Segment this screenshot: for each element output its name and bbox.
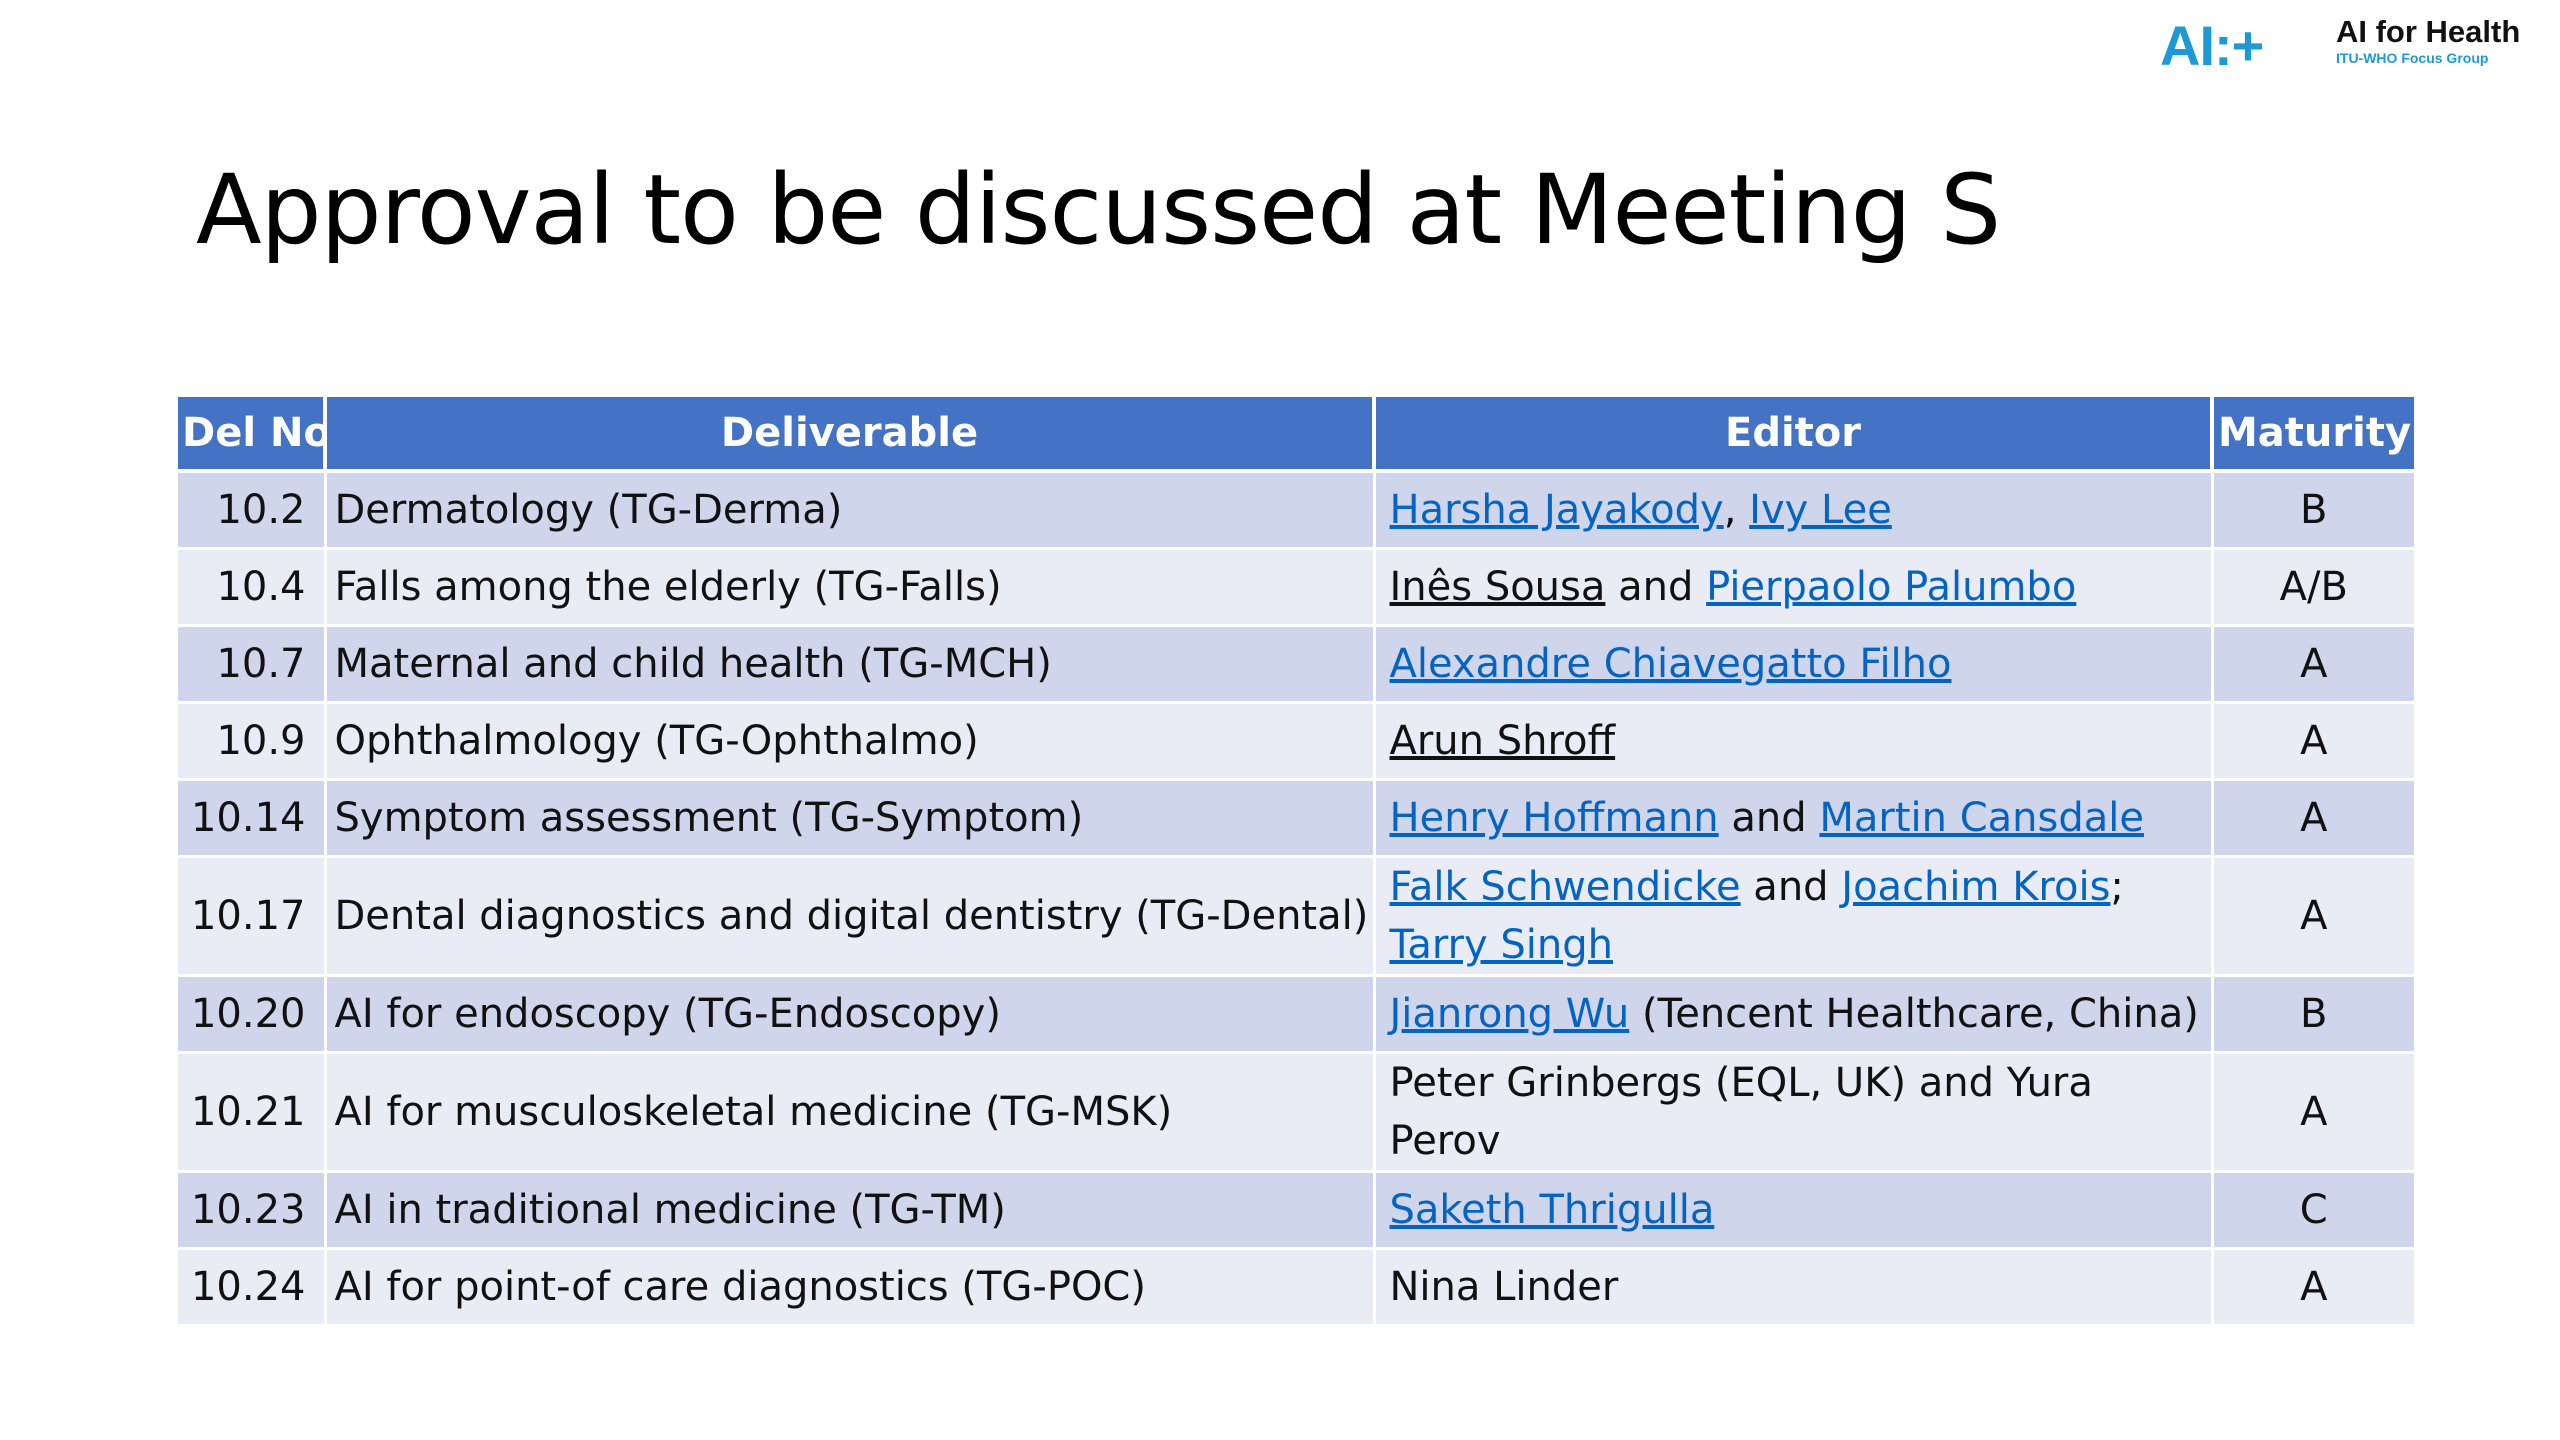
del-no-cell: 10.14 — [178, 779, 327, 858]
header-deliverable: Deliverable — [325, 397, 1376, 473]
editor-link[interactable]: Alexandre Chiavegatto Filho — [1389, 641, 1952, 687]
editor-link[interactable]: Harsha Jayakody — [1389, 487, 1724, 533]
deliverable-cell: AI in traditional medicine (TG-TM) — [325, 1171, 1376, 1250]
del-no-cell: 10.21 — [178, 1052, 327, 1173]
deliverable-cell: Maternal and child health (TG-MCH) — [325, 625, 1376, 704]
editor-cell: Alexandre Chiavegatto Filho — [1374, 625, 2214, 704]
editor-affiliation: (Tencent Healthcare, China) — [1629, 991, 2199, 1037]
editor-cell: Nina Linder — [1374, 1248, 2214, 1327]
table-row: 10.23 AI in traditional medicine (TG-TM)… — [178, 1171, 2414, 1250]
maturity-cell: B — [2212, 975, 2414, 1054]
table-row: 10.2 Dermatology (TG-Derma) Harsha Jayak… — [178, 471, 2414, 550]
editor-cell: Inês Sousa and Pierpaolo Palumbo — [1374, 548, 2214, 627]
editor-link[interactable]: Falk Schwendicke — [1389, 864, 1741, 910]
maturity-cell: A — [2212, 856, 2414, 977]
header-del-no: Del No — [178, 397, 327, 473]
maturity-cell: A — [2212, 1052, 2414, 1173]
del-no-cell: 10.7 — [178, 625, 327, 704]
editor-separator: ; — [2110, 864, 2124, 910]
table-header-row: Del No Deliverable Editor Maturity — [178, 397, 2414, 473]
editor-cell: Henry Hoffmann and Martin Cansdale — [1374, 779, 2214, 858]
del-no-cell: 10.20 — [178, 975, 327, 1054]
maturity-cell: A — [2212, 625, 2414, 704]
deliverable-cell: Falls among the elderly (TG-Falls) — [325, 548, 1376, 627]
editor-link[interactable]: Inês Sousa — [1389, 564, 1606, 610]
editor-link[interactable]: Arun Shroff — [1389, 718, 1616, 764]
editor-link[interactable]: Saketh Thrigulla — [1389, 1187, 1715, 1233]
maturity-cell: A — [2212, 1248, 2414, 1327]
editor-link[interactable]: Jianrong Wu — [1389, 991, 1630, 1037]
editor-separator: and — [1605, 564, 1707, 610]
table-row: 10.20 AI for endoscopy (TG-Endoscopy) Ji… — [178, 975, 2414, 1054]
ai-for-health-logo: AI:+ AI for Health ITU-WHO Focus Group — [2160, 14, 2550, 76]
logo-subtitle: ITU-WHO Focus Group — [2336, 50, 2489, 66]
editor-link[interactable]: Tarry Singh — [1389, 922, 1614, 968]
maturity-cell: B — [2212, 471, 2414, 550]
editor-cell: Saketh Thrigulla — [1374, 1171, 2214, 1250]
maturity-cell: A — [2212, 702, 2414, 781]
editor-cell: Falk Schwendicke and Joachim Krois; Tarry… — [1374, 856, 2214, 977]
ai-plus-logo-mark: AI:+ — [2160, 14, 2264, 77]
table-row: 10.21 AI for musculoskeletal medicine (T… — [178, 1052, 2414, 1173]
table-row: 10.24 AI for point-of care diagnostics (… — [178, 1248, 2414, 1327]
del-no-cell: 10.4 — [178, 548, 327, 627]
editor-separator: and — [1740, 864, 1842, 910]
deliverable-cell: AI for endoscopy (TG-Endoscopy) — [325, 975, 1376, 1054]
deliverable-cell: Ophthalmology (TG-Ophthalmo) — [325, 702, 1376, 781]
table-row: 10.4 Falls among the elderly (TG-Falls) … — [178, 548, 2414, 627]
logo-text: AI for Health ITU-WHO Focus Group — [2336, 14, 2520, 66]
editor-link[interactable]: Martin Cansdale — [1819, 795, 2144, 841]
editor-link[interactable]: Joachim Krois — [1841, 864, 2111, 910]
deliverable-cell: Dental diagnostics and digital dentistry… — [325, 856, 1376, 977]
editor-link[interactable]: Pierpaolo Palumbo — [1706, 564, 2077, 610]
slide-title: Approval to be discussed at Meeting S — [196, 154, 2001, 266]
maturity-cell: C — [2212, 1171, 2414, 1250]
table-row: 10.9 Ophthalmology (TG-Ophthalmo) Arun S… — [178, 702, 2414, 781]
editor-cell: Harsha Jayakody, Ivy Lee — [1374, 471, 2214, 550]
deliverable-cell: Dermatology (TG-Derma) — [325, 471, 1376, 550]
table-row: 10.7 Maternal and child health (TG-MCH) … — [178, 625, 2414, 704]
editor-cell: Peter Grinbergs (EQL, UK) and Yura Perov — [1374, 1052, 2214, 1173]
editor-separator: and — [1718, 795, 1820, 841]
del-no-cell: 10.17 — [178, 856, 327, 977]
editor-link[interactable]: Henry Hoffmann — [1389, 795, 1719, 841]
del-no-cell: 10.9 — [178, 702, 327, 781]
deliverable-cell: AI for musculoskeletal medicine (TG-MSK) — [325, 1052, 1376, 1173]
maturity-cell: A/B — [2212, 548, 2414, 627]
del-no-cell: 10.24 — [178, 1248, 327, 1327]
editor-link[interactable]: Ivy Lee — [1749, 487, 1892, 533]
editor-separator: , — [1723, 487, 1750, 533]
header-maturity: Maturity — [2212, 397, 2414, 473]
deliverable-cell: AI for point-of care diagnostics (TG-POC… — [325, 1248, 1376, 1327]
table-row: 10.14 Symptom assessment (TG-Symptom) He… — [178, 779, 2414, 858]
del-no-cell: 10.2 — [178, 471, 327, 550]
editor-cell: Arun Shroff — [1374, 702, 2214, 781]
del-no-cell: 10.23 — [178, 1171, 327, 1250]
editor-cell: Jianrong Wu (Tencent Healthcare, China) — [1374, 975, 2214, 1054]
logo-title: AI for Health — [2336, 14, 2521, 49]
deliverables-table: Del No Deliverable Editor Maturity 10.2 … — [178, 397, 2414, 1327]
maturity-cell: A — [2212, 779, 2414, 858]
deliverable-cell: Symptom assessment (TG-Symptom) — [325, 779, 1376, 858]
header-editor: Editor — [1374, 397, 2214, 473]
table-row: 10.17 Dental diagnostics and digital den… — [178, 856, 2414, 977]
